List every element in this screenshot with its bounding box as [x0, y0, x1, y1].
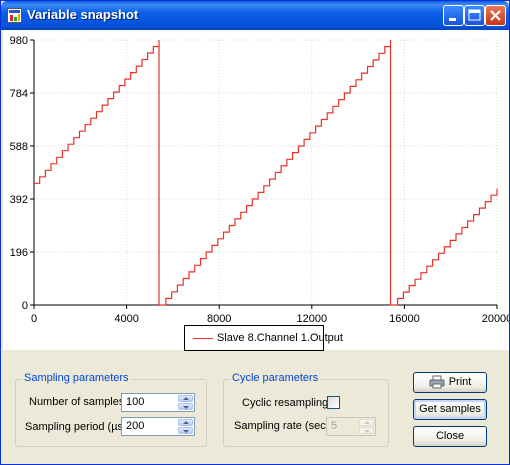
y-tick-label: 0	[22, 300, 28, 312]
sampling-period-label: Sampling period (µs):	[25, 421, 130, 433]
chevron-up-icon	[183, 421, 189, 424]
sampling-parameters-title: Sampling parameters	[22, 372, 131, 384]
y-tick-label: 392	[10, 194, 28, 206]
x-tick-label: 8000	[207, 313, 231, 325]
sampling-rate-input[interactable]: 5	[326, 417, 376, 436]
number-of-samples-input[interactable]: 100	[121, 393, 195, 412]
cycle-parameters-title: Cycle parameters	[230, 372, 321, 384]
printer-icon	[429, 375, 445, 389]
minimize-button[interactable]	[443, 5, 464, 26]
minimize-icon	[449, 18, 456, 21]
x-tick-label: 4000	[114, 313, 138, 325]
legend-swatch	[193, 338, 213, 339]
chevron-down-icon	[183, 406, 189, 409]
app-icon	[7, 8, 22, 23]
number-of-samples-stepper[interactable]	[178, 395, 193, 410]
sampling-rate-value: 5	[331, 420, 338, 432]
sampling-period-stepper[interactable]	[178, 419, 193, 434]
sampling-period-input[interactable]: 200	[121, 417, 195, 436]
sampling-rate-label: Sampling rate (sec):	[234, 420, 333, 432]
y-tick-label: 588	[10, 141, 28, 153]
chevron-down-icon	[183, 430, 189, 433]
maximize-icon	[468, 9, 481, 21]
close-label: Close	[435, 430, 465, 442]
cycle-parameters-group: Cycle parameters	[223, 372, 389, 447]
get-samples-button[interactable]: Get samples	[413, 399, 487, 420]
window-title: Variable snapshot	[27, 7, 139, 22]
print-button[interactable]: Print	[413, 372, 487, 393]
number-of-samples-value: 100	[126, 396, 145, 408]
close-button[interactable]: Close	[413, 426, 487, 447]
chevron-up-icon	[364, 421, 370, 424]
sampling-parameters-group: Sampling parameters	[15, 372, 207, 447]
spin-down-button[interactable]	[178, 403, 193, 410]
spin-up-button[interactable]	[359, 419, 374, 426]
maximize-button[interactable]	[464, 5, 485, 26]
y-tick-label: 980	[10, 35, 28, 47]
sampling-rate-stepper[interactable]	[359, 419, 374, 434]
cyclic-resampling-checkbox[interactable]	[327, 396, 340, 409]
legend-label: Slave 8.Channel 1.Output	[217, 332, 343, 344]
close-window-button[interactable]	[485, 5, 506, 26]
series-line-output	[34, 40, 498, 306]
chevron-up-icon	[183, 397, 189, 400]
spin-up-button[interactable]	[178, 419, 193, 426]
spin-down-button[interactable]	[178, 427, 193, 434]
spin-down-button[interactable]	[359, 427, 374, 434]
cyclic-resampling-label: Cyclic resampling:	[242, 397, 332, 409]
chevron-down-icon	[364, 430, 370, 433]
y-tick-label: 196	[10, 247, 28, 259]
x-tick-label: 12000	[297, 313, 328, 325]
y-tick-label: 784	[10, 88, 28, 100]
print-label: Print	[448, 376, 472, 388]
spin-up-button[interactable]	[178, 395, 193, 402]
sampling-period-value: 200	[126, 420, 145, 432]
x-tick-label: 0	[31, 313, 37, 325]
title-bar[interactable]: Variable snapshot	[1, 1, 509, 30]
x-tick-label: 16000	[389, 313, 420, 325]
chart-legend: Slave 8.Channel 1.Output	[184, 325, 343, 351]
close-icon	[490, 10, 501, 21]
get-samples-label: Get samples	[419, 403, 481, 415]
number-of-samples-label: Number of samples:	[29, 396, 128, 408]
